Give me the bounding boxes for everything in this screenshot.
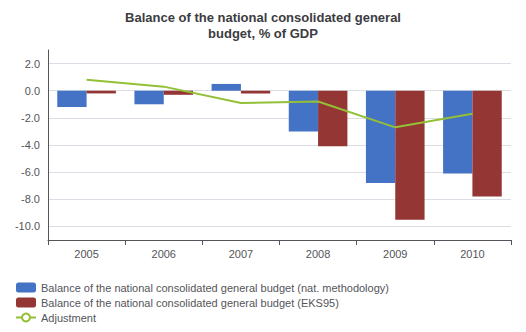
svg-text:Balance of the national consol: Balance of the national consolidated gen… [41,297,339,309]
svg-text:-6.0: -6.0 [21,166,40,178]
svg-text:-2.0: -2.0 [21,112,40,124]
svg-text:2010: 2010 [460,248,484,260]
svg-text:2007: 2007 [229,248,253,260]
svg-text:2005: 2005 [74,248,98,260]
svg-text:budget, % of GDP: budget, % of GDP [208,26,318,41]
svg-text:-4.0: -4.0 [21,139,40,151]
svg-text:2.0: 2.0 [25,58,40,70]
svg-text:Balance of the national consol: Balance of the national consolidated gen… [125,10,401,25]
svg-text:Balance of the national consol: Balance of the national consolidated gen… [41,282,389,294]
svg-text:2006: 2006 [152,248,176,260]
svg-text:2008: 2008 [306,248,330,260]
svg-text:-8.0: -8.0 [21,193,40,205]
svg-text:2009: 2009 [383,248,407,260]
svg-text:Adjustment: Adjustment [41,312,96,324]
svg-text:-10.0: -10.0 [15,220,40,232]
svg-text:0.0: 0.0 [25,85,40,97]
